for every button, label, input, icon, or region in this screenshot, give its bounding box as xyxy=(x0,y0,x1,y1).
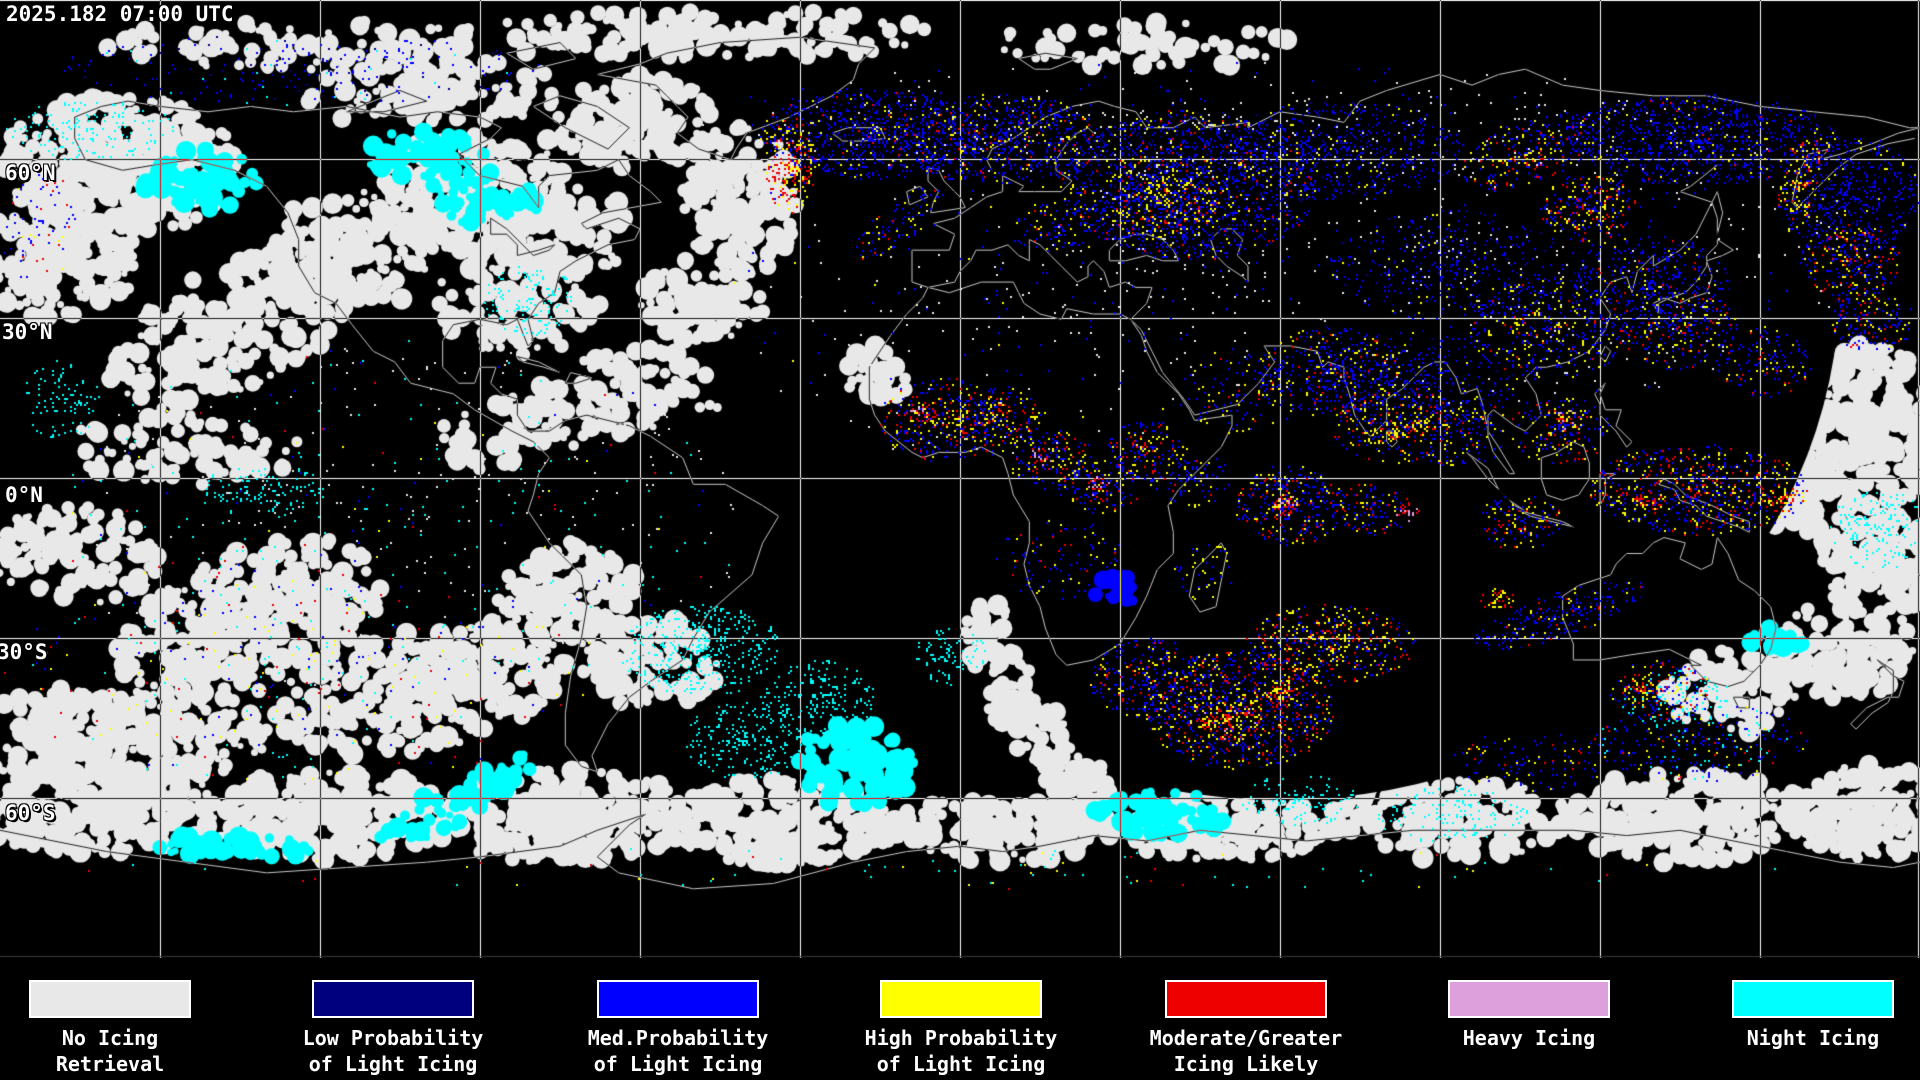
lat-label-30S: 30°S xyxy=(0,640,48,664)
legend-label-0: No Icing Retrieval xyxy=(55,1026,165,1076)
legend-item-2: Med.Probability of Light Icing xyxy=(518,980,838,1077)
legend-swatch-0 xyxy=(29,980,191,1018)
legend-label-5: Heavy Icing xyxy=(1462,1026,1596,1050)
legend-label-4: Moderate/Greater Icing Likely xyxy=(1149,1026,1343,1076)
legend-label-6: Night Icing xyxy=(1746,1026,1880,1050)
global-icing-map xyxy=(0,0,1920,958)
timestamp: 2025.182 07:00 UTC xyxy=(6,2,234,26)
legend-item-6: Night Icing xyxy=(1653,980,1920,1051)
lat-label-60S: 60°S xyxy=(5,801,56,825)
legend-item-1: Low Probability of Light Icing xyxy=(233,980,553,1077)
legend-item-0: No Icing Retrieval xyxy=(0,980,270,1077)
legend-swatch-3 xyxy=(880,980,1042,1018)
legend-item-4: Moderate/Greater Icing Likely xyxy=(1086,980,1406,1077)
legend-item-5: Heavy Icing xyxy=(1369,980,1689,1051)
legend-label-3: High Probability of Light Icing xyxy=(864,1026,1058,1076)
legend-swatch-5 xyxy=(1448,980,1610,1018)
lat-label-0N: 0°N xyxy=(5,483,43,507)
lat-label-60N: 60°N xyxy=(5,161,56,185)
legend-swatch-2 xyxy=(597,980,759,1018)
legend-item-3: High Probability of Light Icing xyxy=(801,980,1121,1077)
legend-swatch-4 xyxy=(1165,980,1327,1018)
legend-label-1: Low Probability of Light Icing xyxy=(302,1026,484,1076)
lat-label-30N: 30°N xyxy=(2,320,53,344)
legend-label-2: Med.Probability of Light Icing xyxy=(587,1026,769,1076)
legend-swatch-1 xyxy=(312,980,474,1018)
legend-swatch-6 xyxy=(1732,980,1894,1018)
